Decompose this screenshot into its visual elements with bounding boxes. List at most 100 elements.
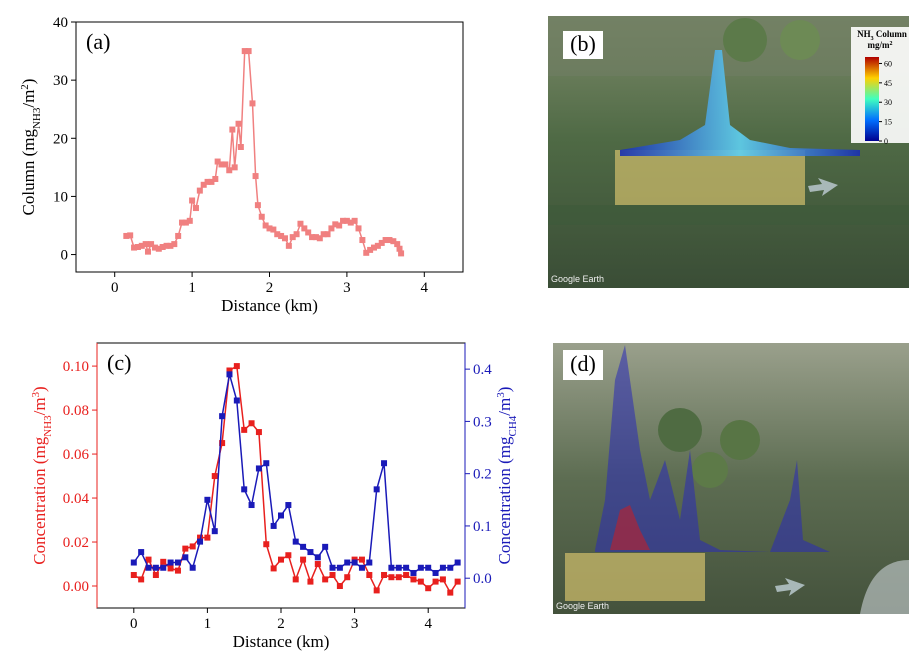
data-point bbox=[226, 367, 233, 374]
data-point bbox=[417, 564, 424, 571]
panel-label: (c) bbox=[107, 350, 131, 375]
data-point bbox=[204, 496, 211, 503]
arrow bbox=[775, 578, 805, 596]
data-point bbox=[281, 235, 288, 242]
data-point bbox=[145, 556, 152, 563]
label-box bbox=[563, 350, 603, 380]
legend-unit: mg/m2 bbox=[868, 40, 893, 50]
data-point bbox=[395, 564, 402, 571]
data-point bbox=[312, 234, 319, 241]
data-point bbox=[145, 564, 152, 571]
data-point bbox=[159, 244, 166, 250]
data-point bbox=[211, 528, 218, 535]
data-point bbox=[367, 246, 374, 253]
colorbar-tick-label: 15 bbox=[884, 118, 892, 127]
y-tick-label: 20 bbox=[53, 131, 68, 147]
x-tick-label: 4 bbox=[421, 280, 429, 296]
pivot-field bbox=[780, 20, 820, 60]
data-point bbox=[226, 167, 233, 174]
data-point bbox=[307, 578, 314, 585]
data-point bbox=[390, 238, 397, 245]
data-point bbox=[432, 569, 439, 576]
data-point bbox=[235, 120, 242, 127]
y-tick-label: 40 bbox=[53, 15, 68, 31]
data-point bbox=[293, 231, 300, 238]
axis-label-part: Concentration (mg bbox=[30, 436, 49, 564]
data-point bbox=[373, 587, 380, 594]
data-point bbox=[270, 522, 277, 529]
data-point bbox=[454, 578, 461, 585]
data-point bbox=[200, 181, 207, 188]
data-point bbox=[160, 558, 167, 565]
data-point bbox=[447, 589, 454, 596]
data-point bbox=[148, 241, 155, 248]
fields bbox=[548, 205, 909, 225]
data-point bbox=[174, 559, 181, 566]
panel-label: (a) bbox=[86, 29, 110, 54]
data-point bbox=[192, 205, 199, 212]
data-point bbox=[197, 538, 204, 545]
x-tick-label: 4 bbox=[424, 616, 432, 632]
data-point bbox=[219, 413, 226, 420]
legend-title-part: 3 bbox=[871, 36, 874, 42]
data-point bbox=[255, 465, 262, 472]
chart: 0 1 2 3 4 0.00 0.02 0.04 0.06 0.08 0.10 0.0 0.1 0.2 0.… bbox=[30, 342, 519, 651]
axis-label-part: /m bbox=[19, 90, 38, 108]
pivot-field bbox=[723, 18, 767, 62]
data-point bbox=[351, 217, 358, 224]
label-box bbox=[563, 31, 603, 59]
x-tick-label: 1 bbox=[204, 616, 212, 632]
axis-label-part: NH3 bbox=[31, 107, 43, 129]
axis-label-part: 3 bbox=[30, 391, 42, 397]
data-point bbox=[292, 538, 299, 545]
data-point bbox=[262, 222, 269, 229]
data-point bbox=[249, 100, 256, 107]
axis-label-part: Concentration (mg bbox=[495, 436, 514, 564]
x-tick-label: 3 bbox=[343, 280, 351, 296]
data-point bbox=[211, 473, 218, 480]
terrain bbox=[860, 560, 909, 614]
x-tick-label: 1 bbox=[188, 280, 196, 296]
pivot-field bbox=[658, 408, 702, 452]
data-point bbox=[382, 237, 389, 244]
data-point bbox=[138, 576, 145, 583]
data-point bbox=[167, 565, 174, 572]
data-point bbox=[332, 221, 339, 228]
data-point bbox=[278, 512, 284, 519]
axis-label-part: ) bbox=[19, 79, 38, 85]
colorbar bbox=[865, 57, 879, 141]
data-point bbox=[386, 237, 393, 244]
panel-label: (b) bbox=[570, 31, 596, 56]
x-tick-label: 2 bbox=[277, 616, 285, 632]
y2-tick-label: 0.2 bbox=[473, 467, 492, 483]
axis-label-part: ) bbox=[495, 387, 514, 393]
data-point bbox=[301, 225, 308, 232]
data-point bbox=[388, 574, 395, 581]
data-point bbox=[374, 242, 381, 249]
data-point bbox=[208, 178, 215, 185]
data-point bbox=[336, 222, 343, 229]
x-tick-label: 0 bbox=[111, 280, 119, 296]
data-point bbox=[196, 187, 203, 194]
y-tick-label: 0 bbox=[61, 248, 69, 264]
x-axis-label: Distance (km) bbox=[221, 296, 318, 315]
data-point bbox=[378, 239, 385, 246]
data-point bbox=[322, 576, 329, 583]
data-point bbox=[175, 232, 182, 239]
data-point bbox=[425, 564, 432, 571]
data-point bbox=[233, 397, 240, 404]
data-point bbox=[363, 249, 370, 256]
data-point bbox=[403, 572, 410, 579]
data-point bbox=[320, 231, 327, 238]
watermark: Google Earth bbox=[556, 601, 609, 611]
data-point bbox=[309, 234, 316, 241]
data-point bbox=[151, 244, 158, 251]
data-point bbox=[241, 48, 248, 55]
column-profile bbox=[595, 345, 830, 552]
pivot-field bbox=[692, 452, 728, 488]
data-point bbox=[204, 178, 211, 185]
data-point bbox=[381, 460, 388, 467]
data-point bbox=[130, 572, 137, 579]
axis-label: Concentration (mgNH3/m3) bbox=[30, 386, 54, 564]
colorbar-tick-label: 60 bbox=[884, 59, 892, 68]
